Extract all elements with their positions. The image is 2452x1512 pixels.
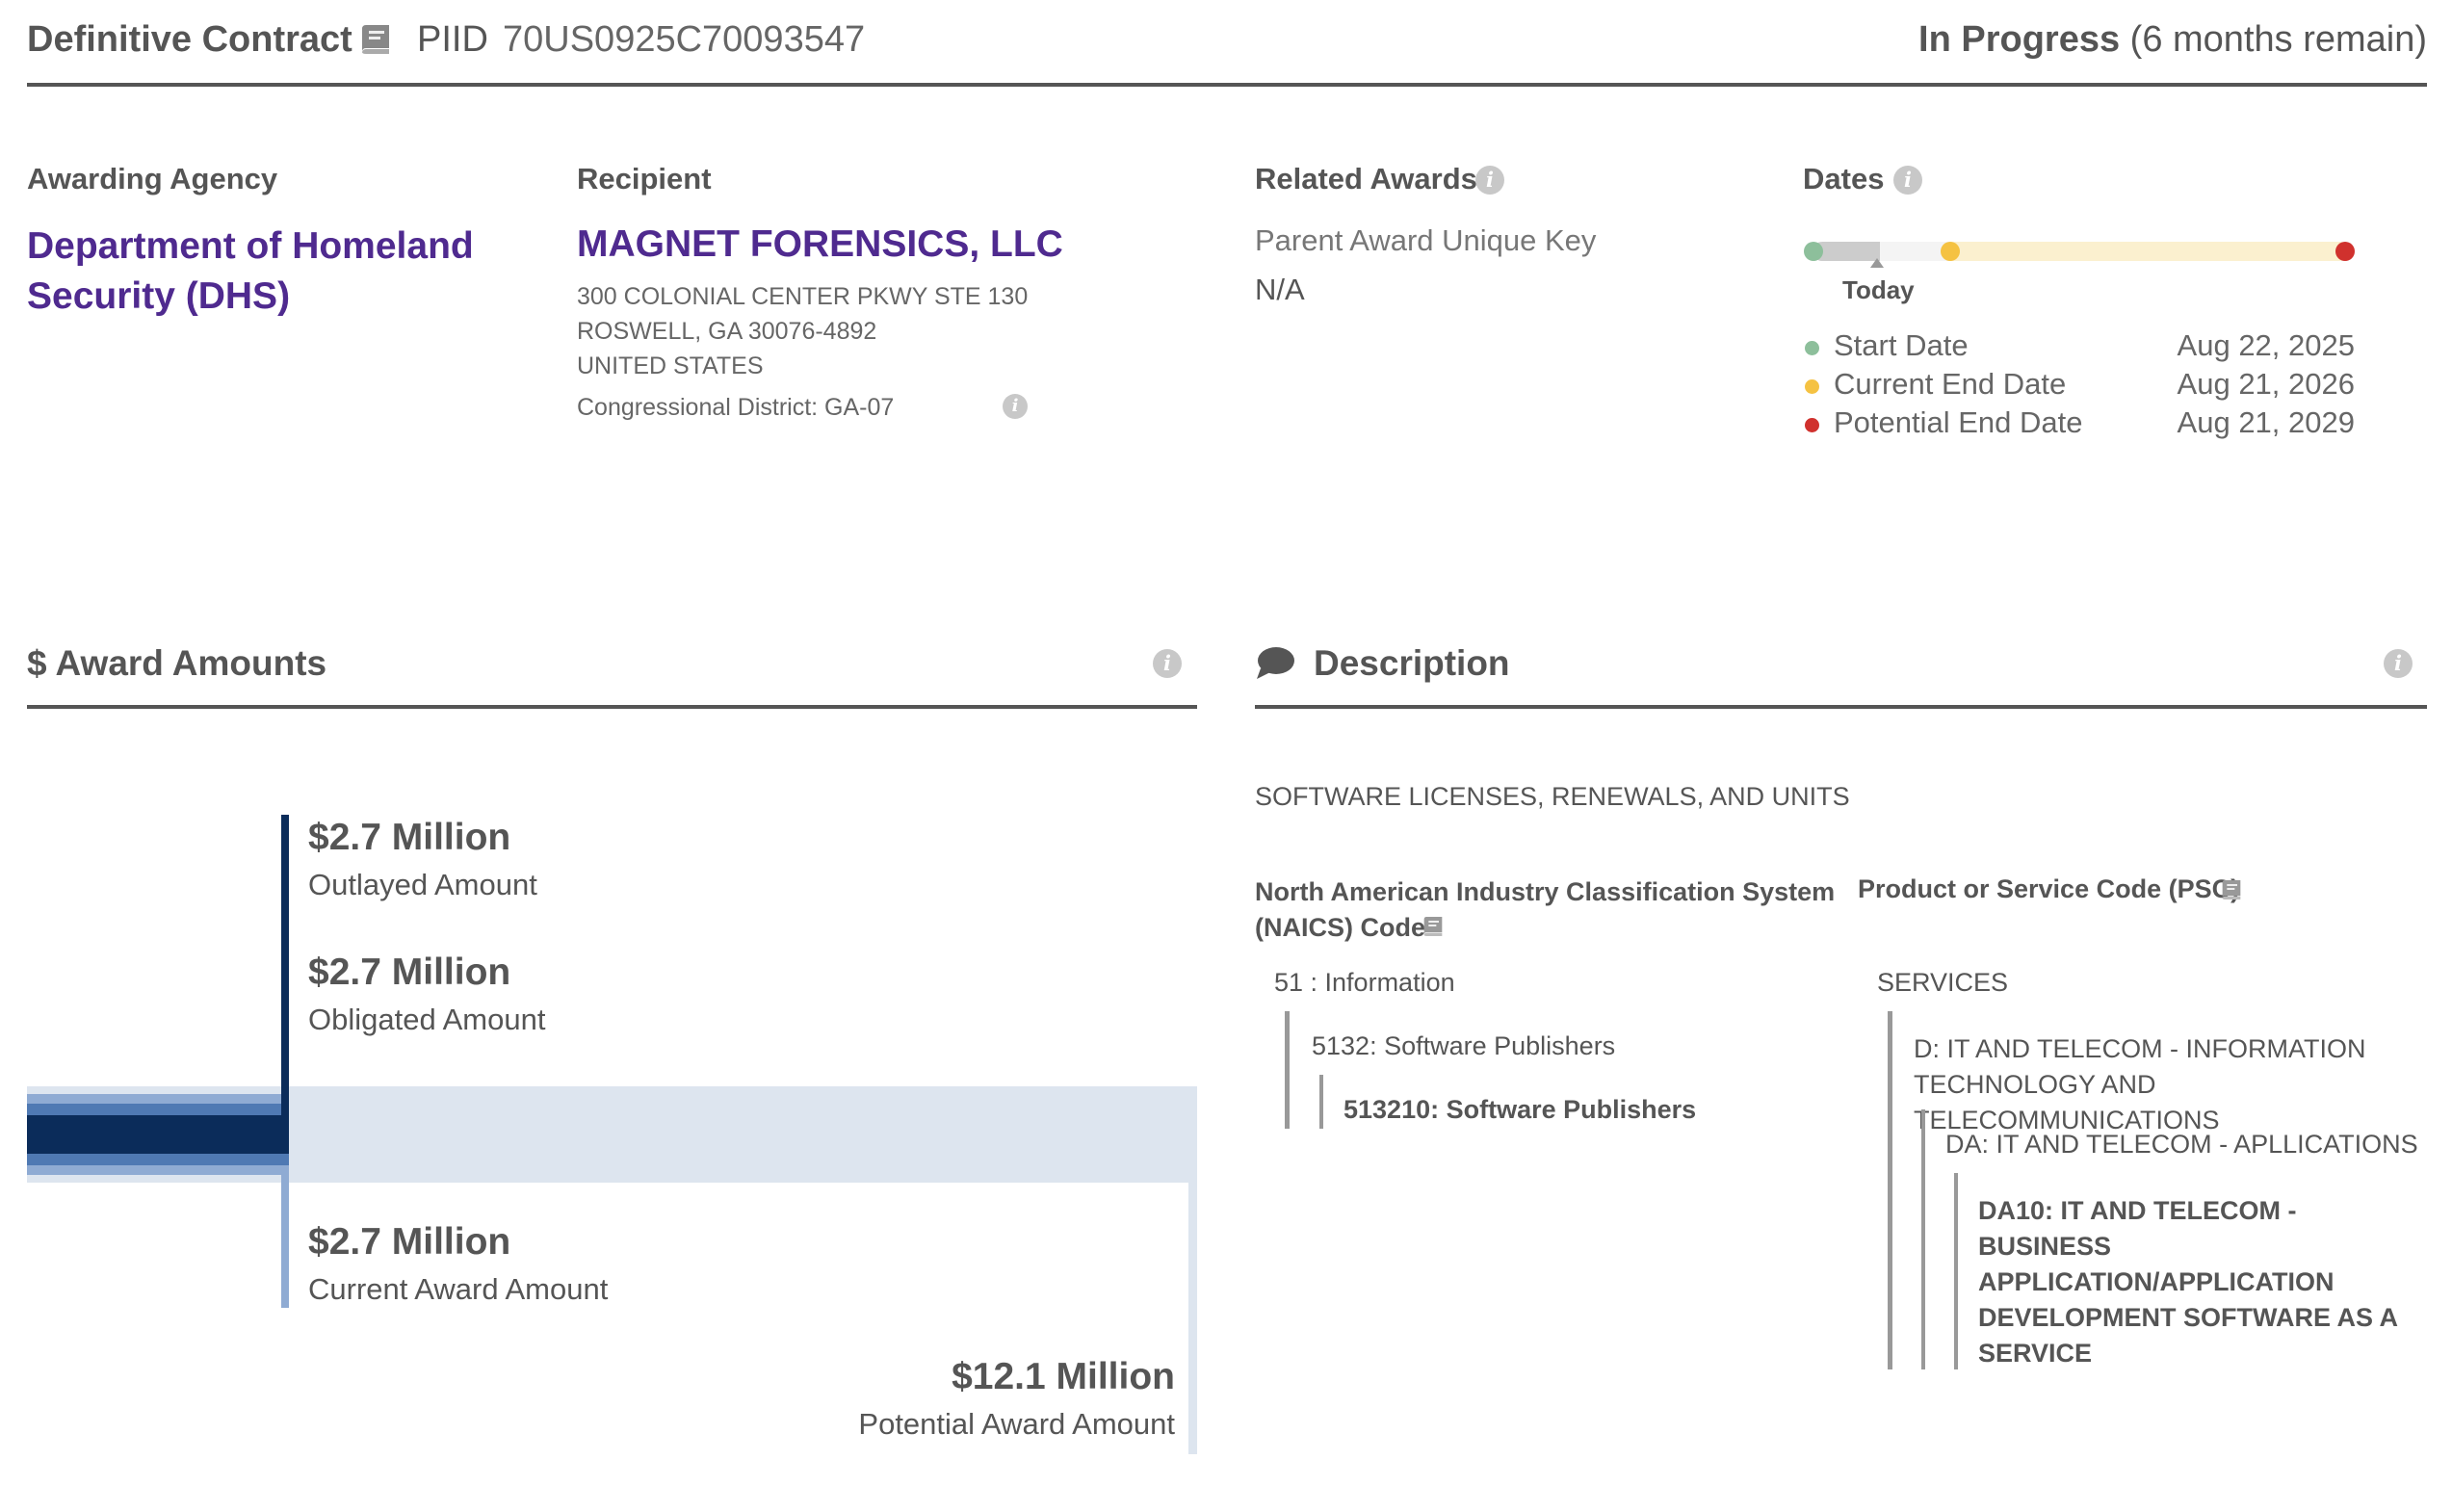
- outlayed-amount-value: $2.7 Million: [308, 817, 511, 858]
- naics-label: North American Industry Classification S…: [1255, 874, 1835, 946]
- contract-type: Definitive Contract: [27, 19, 352, 60]
- awarding-agency-link[interactable]: Department of Homeland Security (DHS): [27, 222, 474, 322]
- psc-book-icon[interactable]: [2220, 878, 2243, 906]
- parent-award-key-value: N/A: [1255, 273, 1305, 306]
- status-main: In Progress: [1918, 19, 2121, 60]
- outlayed-amount-bar[interactable]: [27, 1115, 289, 1154]
- naics-level3: 513210: Software Publishers: [1343, 1095, 1697, 1124]
- recipient-address: 300 COLONIAL CENTER PKWY STE 130 ROSWELL…: [577, 279, 1028, 383]
- start-date-marker: [1804, 242, 1823, 261]
- psc-tree-line2: [1921, 1109, 1925, 1369]
- naics-tree-line1: [1285, 1011, 1290, 1129]
- description-title: Description: [1314, 643, 1510, 683]
- psc-level4-line3: APPLICATION/APPLICATION: [1978, 1267, 2335, 1296]
- current-award-value: $2.7 Million: [308, 1221, 511, 1263]
- potential-award-label: Potential Award Amount: [858, 1407, 1175, 1441]
- address-line1: 300 COLONIAL CENTER PKWY STE 130: [577, 283, 1029, 310]
- psc-tree-line3: [1954, 1173, 1958, 1369]
- address-line2: ROSWELL, GA 30076-4892: [577, 318, 877, 345]
- current-end-marker: [1941, 242, 1960, 261]
- award-amounts-divider: [27, 705, 1197, 709]
- psc-tree-line1: [1888, 1011, 1892, 1369]
- psc-level1: SERVICES: [1877, 968, 2009, 997]
- potential-end-date-label: Potential End Date: [1834, 405, 2083, 439]
- psc-level2: D: IT AND TELECOM - INFORMATION TECHNOLO…: [1914, 1031, 2452, 1138]
- agency-name-line1: Department of Homeland: [27, 225, 474, 267]
- potential-award-value: $12.1 Million: [952, 1356, 1175, 1397]
- obligated-amount-label: Obligated Amount: [308, 1003, 546, 1036]
- current-award-leader: [281, 1165, 289, 1308]
- award-amounts-title: $ Award Amounts: [27, 643, 327, 683]
- description-info-icon[interactable]: i: [2384, 649, 2413, 678]
- award-status: In Progress (6 months remain): [1918, 19, 2427, 61]
- speech-bubble-icon: [1255, 645, 1295, 687]
- parent-award-key-label: Parent Award Unique Key: [1255, 223, 1597, 257]
- potential-end-date-value: Aug 21, 2029: [2177, 405, 2355, 439]
- related-awards-label: Related Awards: [1255, 162, 1477, 196]
- today-marker-icon: [1870, 258, 1884, 268]
- today-label: Today: [1842, 275, 1915, 304]
- award-amounts-info-icon[interactable]: i: [1153, 649, 1182, 678]
- psc-level4: DA10: IT AND TELECOM - BUSINESS APPLICAT…: [1978, 1193, 2398, 1371]
- psc-level3: DA: IT AND TELECOM - APLLICATIONS: [1945, 1130, 2418, 1159]
- psc-label: Product or Service Code (PSC): [1858, 874, 2240, 903]
- start-date-legend-dot: [1805, 341, 1819, 355]
- potential-end-marker: [2335, 242, 2355, 261]
- psc-level2-line1: D: IT AND TELECOM - INFORMATION: [1914, 1034, 2366, 1063]
- status-detail: (6 months remain): [2129, 19, 2427, 60]
- current-end-date-label: Current End Date: [1834, 367, 2067, 401]
- piid-label: PIID: [417, 19, 488, 60]
- book-icon[interactable]: [358, 23, 393, 61]
- psc-level4-line2: BUSINESS: [1978, 1232, 2112, 1261]
- obligated-amount-value: $2.7 Million: [308, 952, 511, 993]
- psc-level4-line5: SERVICE: [1978, 1339, 2093, 1368]
- current-end-legend-dot: [1805, 379, 1819, 394]
- psc-level4-line1: DA10: IT AND TELECOM -: [1978, 1196, 2297, 1225]
- psc-level4-line4: DEVELOPMENT SOFTWARE AS A: [1978, 1303, 2399, 1332]
- naics-level2: 5132: Software Publishers: [1312, 1031, 1616, 1060]
- naics-tree-line2: [1319, 1075, 1323, 1129]
- outlayed-amount-label: Outlayed Amount: [308, 868, 537, 901]
- outlayed-obligated-leader: [281, 815, 289, 1115]
- piid-value: 70US0925C70093547: [503, 19, 866, 60]
- current-end-date-value: Aug 21, 2026: [2177, 367, 2355, 401]
- potential-award-leader: [1188, 1183, 1197, 1454]
- dates-info-icon[interactable]: i: [1893, 166, 1922, 195]
- recipient-name-link[interactable]: MAGNET FORENSICS, LLC: [577, 223, 1063, 265]
- date-timeline-elapsed: [1813, 242, 1880, 261]
- date-timeline-potential: [1950, 242, 2350, 261]
- congressional-district: Congressional District: GA-07: [577, 394, 895, 421]
- current-award-label: Current Award Amount: [308, 1272, 609, 1306]
- related-awards-info-icon[interactable]: i: [1475, 166, 1504, 195]
- naics-label-line2: (NAICS) Code: [1255, 913, 1425, 942]
- naics-label-line1: North American Industry Classification S…: [1255, 877, 1836, 906]
- psc-level2-line2: TECHNOLOGY AND TELECOMMUNICATIONS: [1914, 1070, 2220, 1134]
- description-text: SOFTWARE LICENSES, RENEWALS, AND UNITS: [1255, 782, 1850, 811]
- description-divider: [1255, 705, 2427, 709]
- address-line3: UNITED STATES: [577, 352, 764, 379]
- naics-book-icon[interactable]: [1422, 915, 1445, 943]
- start-date-value: Aug 22, 2025: [2177, 328, 2355, 362]
- recipient-label: Recipient: [577, 162, 712, 196]
- potential-end-legend-dot: [1805, 418, 1819, 432]
- district-info-icon[interactable]: i: [1003, 394, 1028, 419]
- start-date-label: Start Date: [1834, 328, 1969, 362]
- dates-label: Dates: [1803, 162, 1885, 196]
- agency-name-line2: Security (DHS): [27, 275, 291, 317]
- awarding-agency-label: Awarding Agency: [27, 162, 278, 196]
- naics-level1: 51 : Information: [1274, 968, 1455, 997]
- header-divider: [27, 83, 2427, 87]
